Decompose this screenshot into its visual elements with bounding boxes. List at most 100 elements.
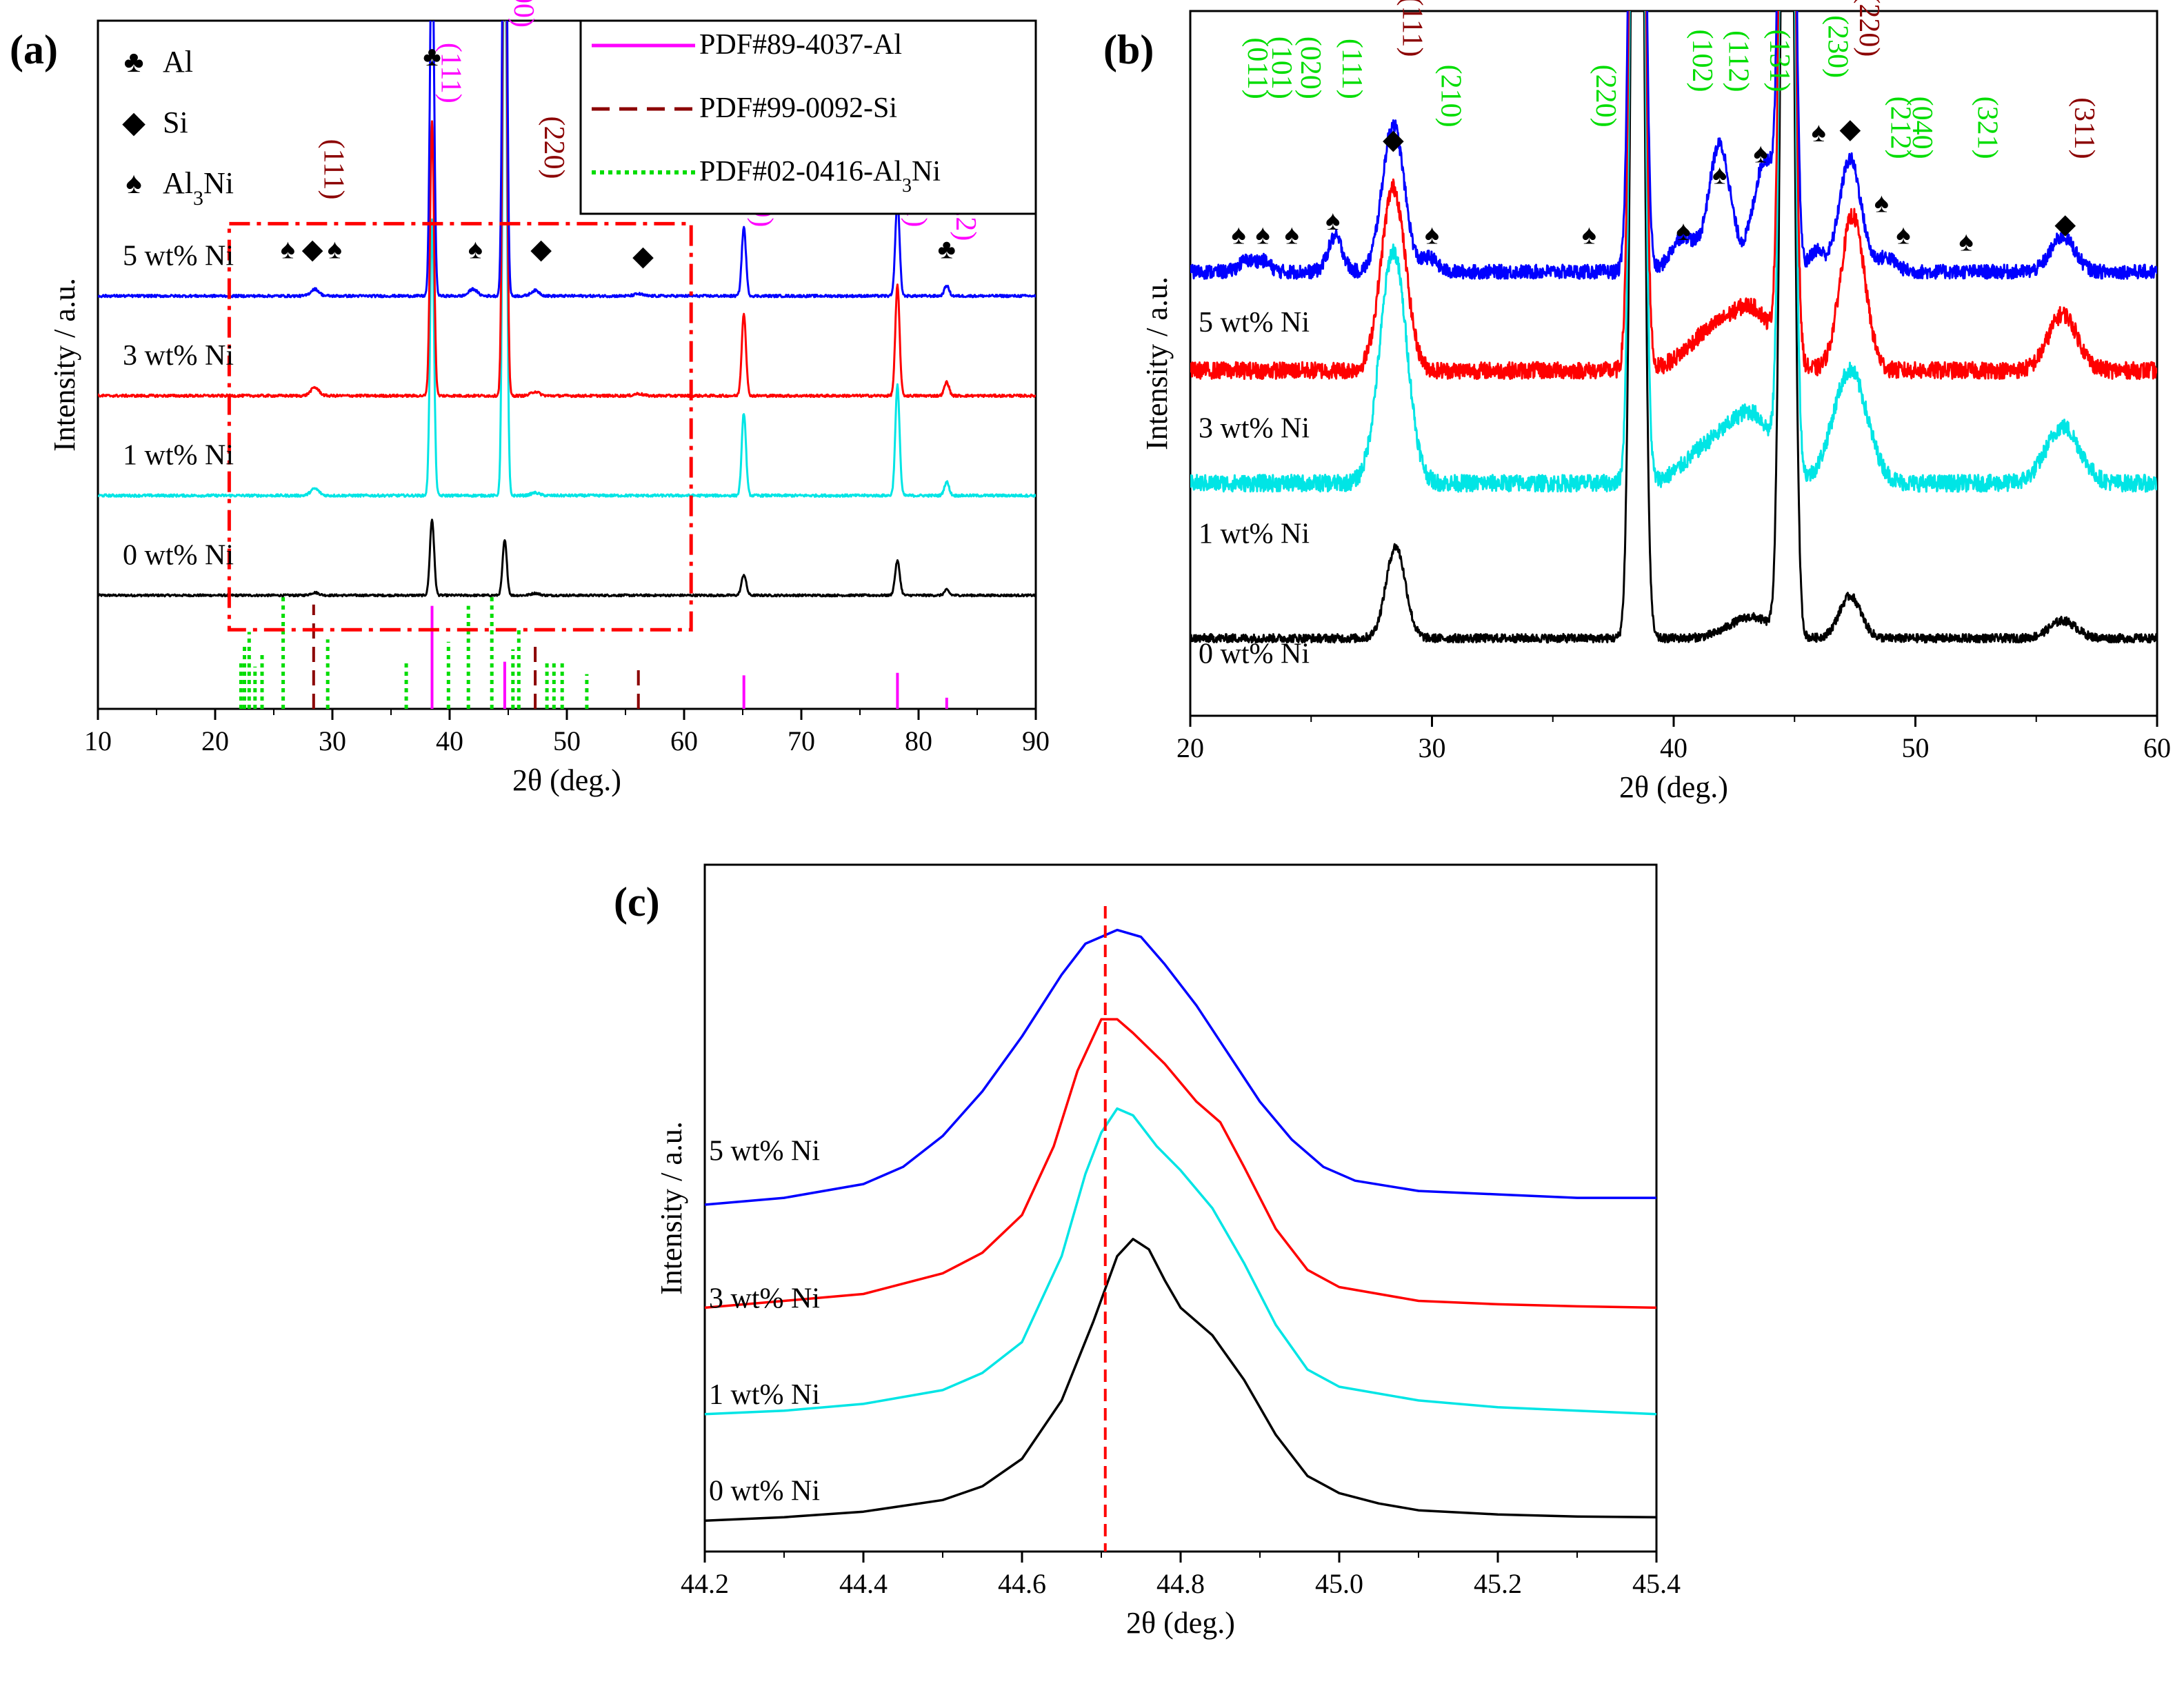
x-tick-label: 10 [84, 725, 112, 756]
series-line [705, 928, 1656, 1206]
series-line [705, 1018, 1656, 1309]
hkl-label: (011) [1241, 37, 1273, 99]
panel-b-axes-frame [1189, 10, 2158, 717]
series-line [1190, 11, 2157, 380]
series-line [1190, 11, 2157, 493]
x-tick-label: 50 [553, 725, 581, 756]
series-label: 1 wt% Ni [709, 1379, 820, 1411]
series-label: 5 wt% Ni [709, 1135, 820, 1167]
hkl-label: (102) [1686, 30, 1718, 92]
symbol-legend-label: Al3Ni [163, 166, 234, 210]
hkl-label: (321) [1972, 97, 2003, 159]
series-label: 5 wt% Ni [1199, 307, 1310, 339]
club-icon: ♣ [124, 45, 144, 79]
hkl-label: (230) [1821, 15, 1853, 78]
panel-a-label: (a) [10, 27, 58, 72]
club-icon: ♣ [938, 233, 956, 264]
panel-a: (a) 10 20 30 40 50 60 70 80 90 2θ (deg.) Intensity … [10, 0, 1050, 797]
panel-c-x-ticks: 44.2 44.4 44.6 44.8 45.0 45.2 45.4 [681, 1552, 1681, 1599]
series-line [98, 21, 1036, 399]
series-label: 1 wt% Ni [123, 440, 234, 472]
series-label: 0 wt% Ni [123, 539, 234, 571]
panel-c-axes-frame [703, 863, 1658, 1553]
series-line [705, 1107, 1656, 1416]
panel-a-y-axis-label: Intensity / a.u. [48, 278, 81, 452]
spade-icon: ♠ [1231, 219, 1245, 250]
zoom-region-box [227, 221, 693, 632]
series-label: 1 wt% Ni [1199, 519, 1310, 550]
x-tick-label: 45.4 [1632, 1568, 1681, 1599]
series-label: 3 wt% Ni [1199, 412, 1310, 444]
series-label: 0 wt% Ni [1199, 638, 1310, 670]
spade-icon: ♠ [281, 233, 295, 264]
hkl-label: (131) [1763, 30, 1795, 92]
symbol-legend-label: Al [163, 45, 193, 79]
diamond-icon: ◆ [122, 106, 146, 139]
diamond-icon: ◆ [2054, 208, 2076, 239]
symbol-legend-label: Si [163, 106, 188, 139]
panel-a-plot-area [98, 21, 1036, 709]
hkl-label: (112) [1723, 30, 1754, 92]
x-tick-label: 40 [1660, 732, 1687, 763]
hkl-label: (311) [2068, 97, 2100, 159]
series-line [1190, 11, 2157, 644]
panel-a-x-ticks: 10 20 30 40 50 60 70 80 90 [84, 709, 1050, 756]
spade-icon: ♠ [1712, 159, 1727, 190]
hkl-label: (040) [1906, 97, 1938, 159]
spade-icon: ♠ [1896, 219, 1910, 250]
panel-b-label: (b) [1103, 27, 1154, 72]
diamond-icon: ◆ [1383, 123, 1404, 154]
x-tick-label: 70 [788, 725, 815, 756]
hkl-label: (111) [1396, 0, 1427, 57]
panel-b-x-axis-label: 2θ (deg.) [1619, 770, 1728, 804]
spade-icon: ♠ [1325, 205, 1340, 236]
panel-c-y-axis-label: Intensity / a.u. [654, 1121, 688, 1295]
x-tick-label: 44.6 [998, 1568, 1046, 1599]
x-tick-label: 80 [905, 725, 932, 756]
diamond-icon: ◆ [302, 233, 323, 264]
hkl-label: (220) [1853, 0, 1885, 57]
series-line [705, 1238, 1656, 1522]
panel-a-x-axis-label: 2θ (deg.) [512, 763, 621, 797]
panel-b-x-ticks: 20 30 40 50 60 [1176, 716, 2171, 763]
series-label: 3 wt% Ni [709, 1283, 820, 1314]
panel-b: (b) 20 30 40 50 60 2θ (deg.) Intensity / a.u. 0 … [1103, 0, 2171, 804]
hkl-label: (220) [1590, 65, 1621, 128]
series-label: 5 wt% Ni [123, 240, 234, 272]
diamond-icon: ◆ [530, 233, 552, 264]
spade-icon: ♠ [1676, 215, 1690, 246]
spade-icon: ♠ [1425, 219, 1439, 250]
reference-legend-label: PDF#02-0416-Al3Ni [699, 156, 941, 197]
hkl-label: (101) [1265, 37, 1297, 99]
x-tick-label: 45.2 [1474, 1568, 1522, 1599]
panel-c-x-axis-label: 2θ (deg.) [1126, 1606, 1235, 1640]
hkl-label: (111) [1336, 39, 1367, 99]
x-tick-label: 30 [319, 725, 346, 756]
spade-icon: ♠ [1958, 225, 1973, 257]
x-tick-label: 60 [2143, 732, 2171, 763]
spade-icon: ♠ [328, 233, 342, 264]
reference-legend-label: PDF#89-4037-Al [699, 29, 902, 61]
spade-icon: ♠ [1812, 117, 1826, 148]
series-label: 3 wt% Ni [123, 340, 234, 372]
x-tick-label: 45.0 [1315, 1568, 1363, 1599]
hkl-label: (200) [508, 0, 539, 28]
spade-icon: ♠ [1874, 187, 1889, 218]
series-line [98, 519, 1036, 598]
reference-legend-box [579, 19, 1037, 215]
diamond-icon: ◆ [632, 240, 654, 271]
spade-icon: ♠ [1256, 219, 1270, 250]
hkl-label: (111) [435, 43, 467, 103]
hkl-label: (111) [318, 139, 350, 200]
series-line [98, 21, 1036, 498]
hkl-label: (020) [1294, 37, 1326, 99]
series-line [98, 21, 1036, 299]
spade-icon: ♠ [1285, 219, 1299, 250]
symbol-legend: ♣ Al ◆ Si ♠ Al3Ni [122, 45, 234, 210]
hkl-label: (212) [1884, 97, 1916, 159]
series-label: 0 wt% Ni [709, 1475, 820, 1507]
spade-icon: ♠ [468, 233, 483, 264]
x-tick-label: 90 [1022, 725, 1050, 756]
series-line [1190, 11, 2157, 280]
